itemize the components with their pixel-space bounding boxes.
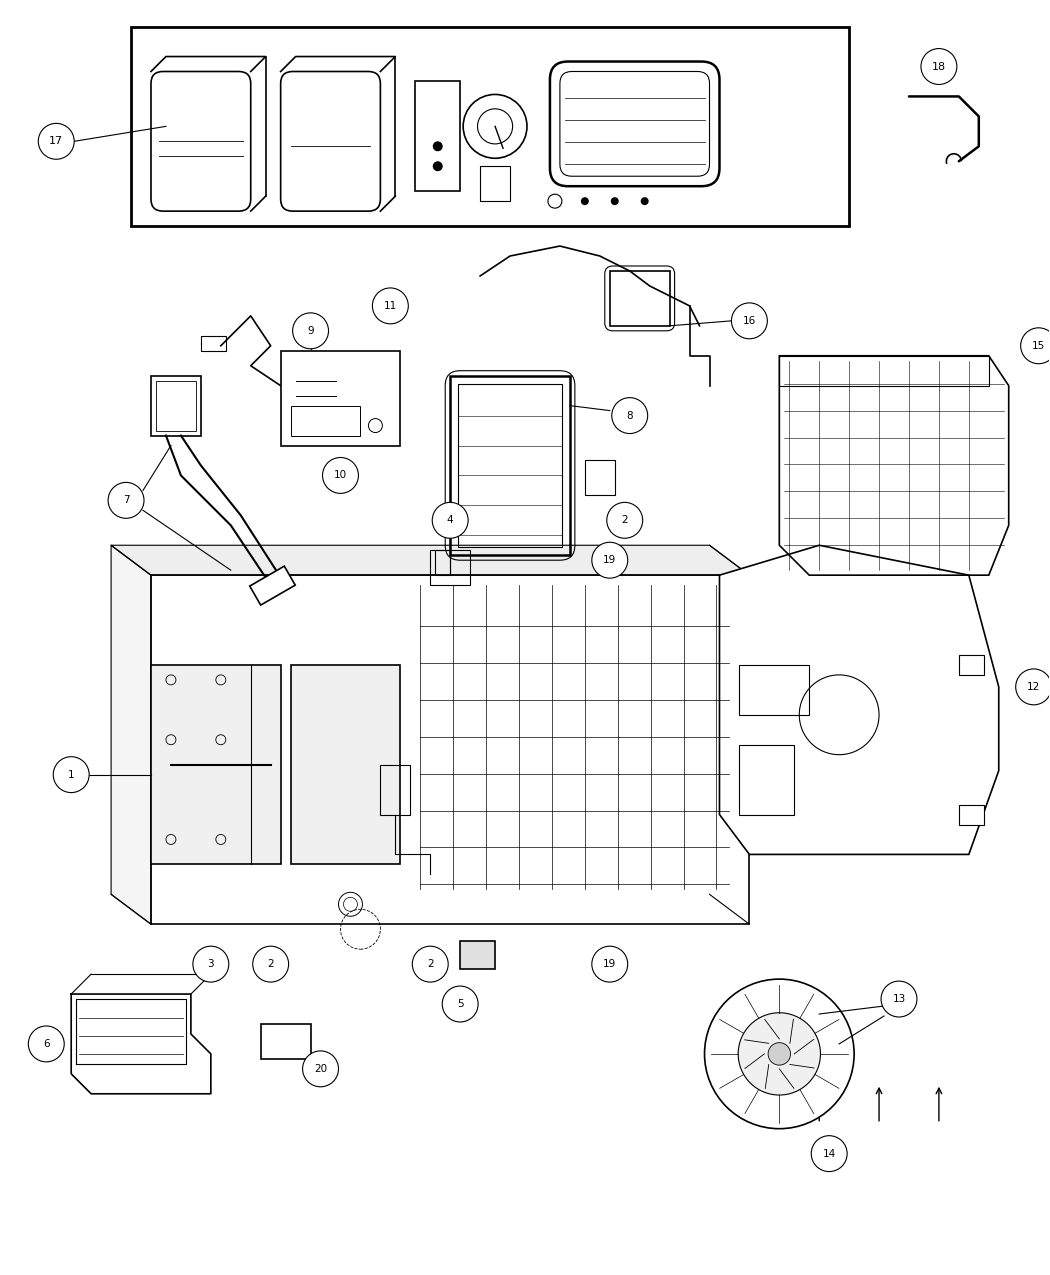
Circle shape: [302, 1051, 338, 1086]
Bar: [380, 765, 411, 815]
Text: 9: 9: [308, 326, 314, 335]
Circle shape: [769, 1043, 791, 1065]
Circle shape: [732, 303, 768, 339]
Polygon shape: [111, 546, 750, 575]
Text: 6: 6: [43, 1039, 49, 1049]
Circle shape: [581, 198, 589, 205]
Circle shape: [921, 48, 957, 84]
Text: 7: 7: [123, 496, 129, 505]
Circle shape: [373, 288, 408, 324]
Circle shape: [28, 1026, 64, 1062]
Text: 14: 14: [822, 1149, 836, 1159]
Bar: [436, 551, 450, 575]
Text: 18: 18: [931, 61, 946, 71]
Bar: [250, 566, 295, 606]
Circle shape: [1015, 669, 1050, 705]
Circle shape: [611, 198, 618, 205]
Bar: [151, 376, 201, 436]
Circle shape: [108, 482, 144, 519]
Circle shape: [433, 161, 443, 171]
Bar: [610, 272, 670, 326]
Circle shape: [607, 502, 643, 538]
Bar: [151, 666, 280, 864]
Circle shape: [1021, 328, 1050, 363]
Bar: [416, 82, 460, 191]
Bar: [739, 666, 810, 715]
Circle shape: [592, 542, 628, 578]
Circle shape: [738, 1012, 820, 1095]
Text: 8: 8: [627, 411, 633, 421]
Bar: [959, 655, 984, 674]
Bar: [291, 666, 400, 864]
Text: 2: 2: [427, 959, 434, 969]
Circle shape: [54, 756, 89, 793]
Bar: [585, 460, 614, 496]
Bar: [156, 381, 196, 431]
Bar: [480, 166, 510, 201]
Bar: [739, 745, 794, 815]
Circle shape: [612, 398, 648, 434]
Text: 17: 17: [49, 136, 63, 147]
Bar: [291, 405, 360, 436]
Text: 19: 19: [603, 555, 616, 565]
Circle shape: [322, 458, 358, 493]
Text: 16: 16: [742, 316, 756, 326]
Text: 13: 13: [892, 994, 906, 1003]
Bar: [450, 376, 570, 555]
Text: 4: 4: [447, 515, 454, 525]
Bar: [460, 941, 496, 969]
Bar: [959, 805, 984, 825]
Bar: [201, 335, 226, 351]
Polygon shape: [111, 546, 151, 924]
Circle shape: [38, 124, 75, 159]
Text: 12: 12: [1027, 682, 1041, 692]
Text: 20: 20: [314, 1063, 328, 1074]
Circle shape: [705, 979, 854, 1128]
Circle shape: [592, 946, 628, 982]
Text: 15: 15: [1032, 340, 1045, 351]
Circle shape: [433, 502, 468, 538]
Polygon shape: [719, 546, 999, 854]
Bar: [131, 27, 849, 226]
Text: 1: 1: [68, 770, 75, 779]
Circle shape: [881, 980, 917, 1017]
Bar: [430, 551, 470, 585]
Circle shape: [433, 142, 443, 152]
Text: 5: 5: [457, 1000, 463, 1009]
Circle shape: [640, 198, 649, 205]
Bar: [779, 356, 989, 385]
Circle shape: [253, 946, 289, 982]
Circle shape: [812, 1136, 847, 1172]
Circle shape: [193, 946, 229, 982]
Text: 11: 11: [383, 301, 397, 311]
Text: 19: 19: [603, 959, 616, 969]
Text: 2: 2: [622, 515, 628, 525]
Bar: [280, 351, 400, 445]
Bar: [260, 1024, 311, 1058]
Text: 10: 10: [334, 470, 348, 481]
Circle shape: [413, 946, 448, 982]
Text: 2: 2: [268, 959, 274, 969]
Circle shape: [442, 986, 478, 1023]
Bar: [458, 384, 562, 547]
Circle shape: [293, 312, 329, 349]
Text: 3: 3: [208, 959, 214, 969]
